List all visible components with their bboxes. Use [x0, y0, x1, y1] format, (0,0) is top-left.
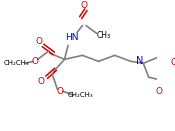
Text: O: O	[81, 1, 88, 10]
Text: O: O	[156, 87, 163, 96]
Text: HN: HN	[65, 33, 78, 42]
Text: O: O	[36, 37, 43, 46]
Text: O: O	[57, 87, 64, 96]
Text: CH₃: CH₃	[97, 31, 111, 40]
Text: O: O	[170, 58, 175, 67]
Text: O: O	[38, 77, 45, 86]
Text: CH₂CH₃: CH₂CH₃	[3, 60, 29, 66]
Text: N: N	[136, 56, 144, 66]
Text: O: O	[32, 57, 38, 66]
Text: CH₂CH₃: CH₂CH₃	[68, 92, 93, 98]
